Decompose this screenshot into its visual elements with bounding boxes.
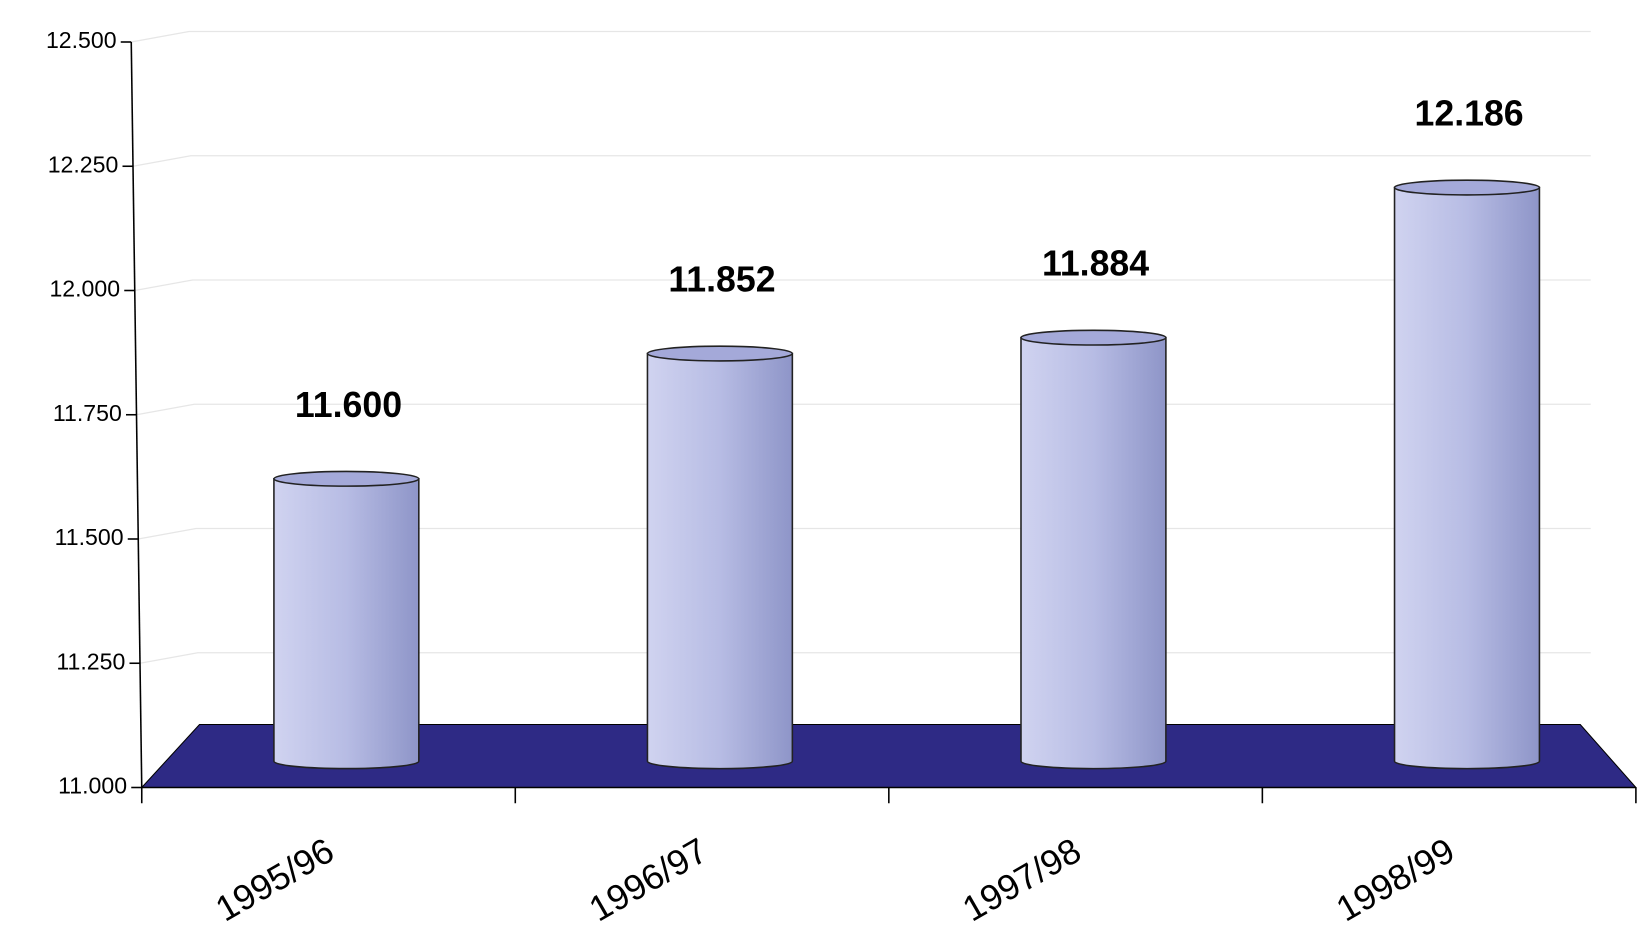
value-label: 11.852 bbox=[668, 260, 775, 300]
value-label: 11.600 bbox=[295, 385, 402, 425]
x-tick-label: 1995/96 bbox=[209, 830, 341, 929]
cylinder-top bbox=[646, 345, 794, 362]
cylinder-body bbox=[1020, 336, 1167, 770]
grid-line bbox=[132, 155, 1591, 167]
y-tick-label: 12.000 bbox=[49, 276, 120, 302]
y-tick-label: 11.500 bbox=[55, 524, 124, 550]
cylinder-body bbox=[273, 478, 420, 770]
plot: 11.000 11.250 11.500 11.750 12.000 12.250 12.5… bbox=[46, 27, 1638, 929]
value-label: 11.884 bbox=[1042, 244, 1149, 284]
cylinder-body bbox=[646, 352, 794, 770]
y-tick-label: 11.250 bbox=[56, 648, 125, 674]
x-tick-label: 1996/97 bbox=[582, 830, 714, 929]
grid-line bbox=[134, 279, 1591, 292]
y-tick-label: 11.750 bbox=[53, 400, 122, 426]
cylinder-top bbox=[1020, 329, 1167, 346]
y-tick-label: 12.500 bbox=[46, 27, 117, 53]
y-axis bbox=[130, 41, 143, 788]
cylinder bbox=[273, 470, 420, 770]
cylinder-top bbox=[1393, 179, 1541, 196]
cylinder bbox=[1020, 329, 1167, 770]
y-tick-label: 11.000 bbox=[58, 773, 127, 799]
cylinder-body bbox=[1393, 186, 1541, 770]
x-tick-label: 1998/99 bbox=[1329, 830, 1461, 929]
cylinder bbox=[1393, 179, 1541, 770]
grid-line bbox=[131, 30, 1591, 43]
cylinder-top bbox=[273, 470, 420, 487]
y-tick-label: 12.250 bbox=[48, 151, 119, 177]
x-tick-label: 1997/98 bbox=[956, 830, 1088, 929]
cylinder bbox=[646, 345, 794, 770]
value-label: 12.186 bbox=[1415, 94, 1524, 134]
